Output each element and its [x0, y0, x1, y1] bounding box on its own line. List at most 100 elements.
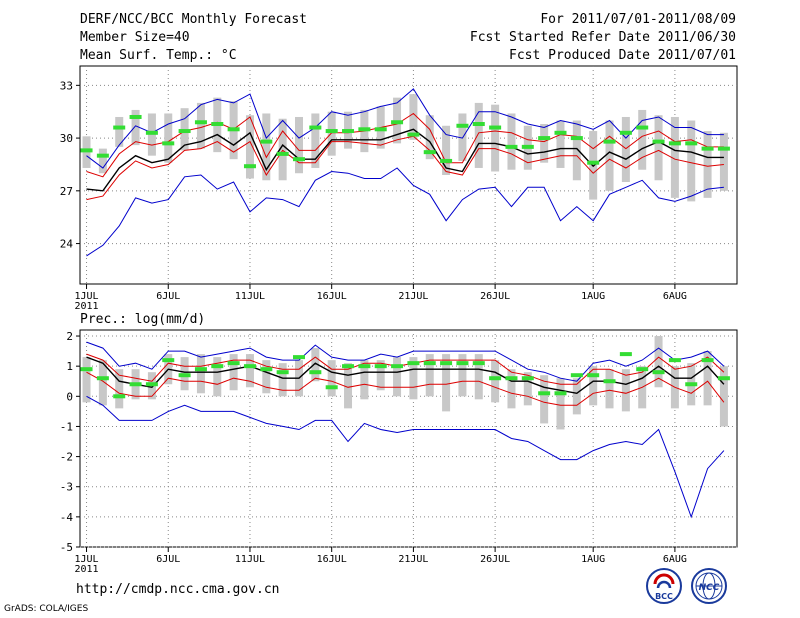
temperature-range-bar	[245, 115, 254, 179]
precipitation-ytick-label: -1	[60, 420, 73, 433]
temperature-observed-mark	[489, 125, 502, 130]
temperature-observed-mark	[505, 144, 518, 149]
grads-credit: GrADS: COLA/IGES	[4, 604, 89, 614]
temperature-observed-mark	[145, 130, 158, 135]
precipitation-series-lower	[86, 371, 725, 406]
temperature-range-bar	[262, 113, 271, 181]
temperature-range-bar	[687, 120, 696, 202]
precipitation-observed-mark	[717, 376, 730, 381]
precipitation-observed-mark	[587, 373, 600, 378]
temperature-observed-mark	[358, 127, 371, 132]
precipitation-range-bar	[523, 372, 532, 406]
temperature-series-max	[86, 88, 724, 169]
temperature-observed-mark	[293, 157, 305, 162]
temperature-xtick-label: 21JUL	[398, 291, 428, 302]
precipitation-observed-mark	[342, 364, 355, 369]
temperature-range-bar	[654, 115, 663, 181]
temperature-observed-mark	[636, 125, 649, 130]
fcst-started-date: Fcst Started Refer Date 2011/06/30	[469, 30, 736, 45]
temperature-range-bar	[131, 109, 140, 146]
temperature-range-bar	[164, 113, 173, 163]
temperature-range-bar	[409, 94, 418, 140]
temperature-observed-mark	[554, 130, 567, 135]
precipitation-range-bar	[344, 363, 353, 409]
temperature-observed-mark	[619, 130, 632, 135]
temperature-range-bar	[425, 115, 434, 160]
temperature-range-bar	[719, 132, 728, 191]
precipitation-series-max	[86, 341, 725, 382]
temperature-observed-mark	[276, 151, 289, 156]
temperature-range-bar	[491, 104, 500, 172]
precipitation-observed-mark	[227, 361, 240, 366]
precipitation-observed-mark	[113, 394, 126, 399]
temperature-range-bar	[196, 102, 205, 149]
temperature-range-bar	[670, 116, 679, 198]
precipitation-xtick-label: 26JUL	[480, 554, 510, 565]
precipitation-observed-mark	[194, 367, 207, 372]
precipitation-observed-mark	[358, 364, 371, 369]
precipitation-xtick-sublabel: 2011	[74, 564, 98, 575]
precipitation-observed-mark	[521, 376, 534, 381]
temperature-range-bar	[621, 116, 630, 183]
temperature-observed-mark	[243, 164, 256, 169]
precipitation-observed-mark	[211, 364, 224, 369]
temperature-range-bar	[327, 111, 336, 156]
precipitation-range-bar	[245, 354, 254, 388]
precipitation-ytick-label: -2	[60, 451, 73, 464]
precipitation-observed-mark	[652, 370, 665, 375]
temperature-observed-mark	[325, 129, 338, 134]
precipitation-xtick-label: 1JUL	[74, 554, 98, 565]
precipitation-ytick-label: 2	[66, 330, 73, 343]
forecast-period: For 2011/07/01-2011/08/09	[540, 12, 736, 27]
temperature-observed-mark	[80, 148, 93, 153]
temperature-range-bar	[540, 124, 549, 163]
temperature-observed-mark	[96, 153, 109, 158]
precipitation-observed-mark	[456, 361, 469, 366]
precipitation-observed-mark	[554, 391, 567, 396]
variable-label: Mean Surf. Temp.: °C	[80, 48, 237, 63]
temperature-xtick-label: 26JUL	[480, 291, 510, 302]
temperature-observed-mark	[472, 122, 485, 127]
temperature-range-bar	[98, 148, 107, 174]
precipitation-range-bar	[654, 336, 663, 388]
temperature-observed-mark	[260, 139, 273, 144]
temperature-xtick-label: 1JUL	[74, 291, 98, 302]
precipitation-range-bar	[278, 363, 287, 397]
precipitation-observed-mark	[636, 367, 649, 372]
precipitation-xtick-label: 16JUL	[317, 554, 347, 565]
temperature-observed-mark	[309, 125, 322, 130]
temperature-observed-mark	[587, 160, 600, 165]
precipitation-range-bar	[474, 354, 483, 400]
temperature-observed-mark	[211, 122, 224, 127]
member-size-label: Member Size=40	[80, 30, 190, 45]
temperature-observed-mark	[603, 139, 616, 144]
precipitation-range-bar	[605, 369, 614, 409]
precipitation-observed-mark	[374, 364, 387, 369]
temperature-ytick-label: 33	[60, 79, 73, 92]
temperature-xtick-label: 1AUG	[581, 291, 605, 302]
precipitation-observed-mark	[260, 367, 273, 372]
precipitation-range-bar	[262, 360, 271, 394]
precipitation-xtick-label: 21JUL	[398, 554, 428, 565]
precipitation-range-bar	[311, 348, 320, 382]
footer-url[interactable]: http://cmdp.ncc.cma.gov.cn	[76, 582, 280, 597]
temperature-range-bar	[556, 120, 565, 168]
precipitation-observed-mark	[391, 364, 404, 369]
precipitation-observed-mark	[80, 367, 93, 372]
precipitation-observed-mark	[325, 385, 338, 390]
temperature-range-bar	[474, 102, 483, 168]
precipitation-range-bar	[229, 354, 238, 391]
precipitation-range-bar	[572, 378, 581, 415]
precipitation-range-bar	[213, 357, 222, 397]
precipitation-xtick-label: 11JUL	[235, 554, 265, 565]
temperature-xtick-label: 6JUL	[156, 291, 180, 302]
fcst-produced-date: Fcst Produced Date 2011/07/01	[509, 48, 736, 63]
temperature-range-bar	[605, 120, 614, 191]
precipitation-xtick-label: 6AUG	[663, 554, 687, 565]
precipitation-title: Prec.: log(mm/d)	[80, 312, 206, 327]
temperature-observed-mark	[194, 120, 207, 125]
precipitation-range-bar	[393, 357, 402, 397]
temperature-observed-mark	[652, 139, 665, 144]
